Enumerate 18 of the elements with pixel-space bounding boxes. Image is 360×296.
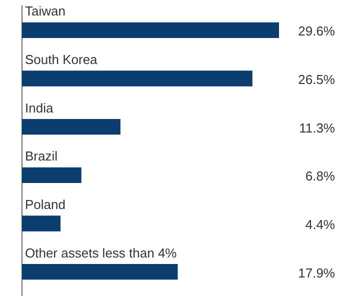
bar bbox=[22, 216, 61, 232]
data-label: 26.5% bbox=[298, 72, 336, 88]
bar bbox=[22, 167, 82, 183]
y-tick-label: India bbox=[25, 100, 54, 116]
bar bbox=[22, 70, 252, 86]
bar bbox=[22, 22, 279, 38]
data-label: 6.8% bbox=[305, 168, 336, 184]
y-tick-label: Poland bbox=[25, 197, 66, 212]
y-tick-label: Taiwan bbox=[25, 4, 66, 19]
data-label: 11.3% bbox=[299, 120, 336, 136]
bar bbox=[22, 264, 178, 280]
y-tick-label: Brazil bbox=[25, 148, 58, 164]
data-label: 17.9% bbox=[298, 265, 336, 280]
bar bbox=[22, 119, 120, 135]
y-tick-label: Other assets less than 4% bbox=[25, 245, 178, 260]
data-label: 29.6% bbox=[298, 24, 336, 39]
y-tick-label: South Korea bbox=[25, 52, 98, 68]
data-label: 4.4% bbox=[305, 217, 336, 232]
